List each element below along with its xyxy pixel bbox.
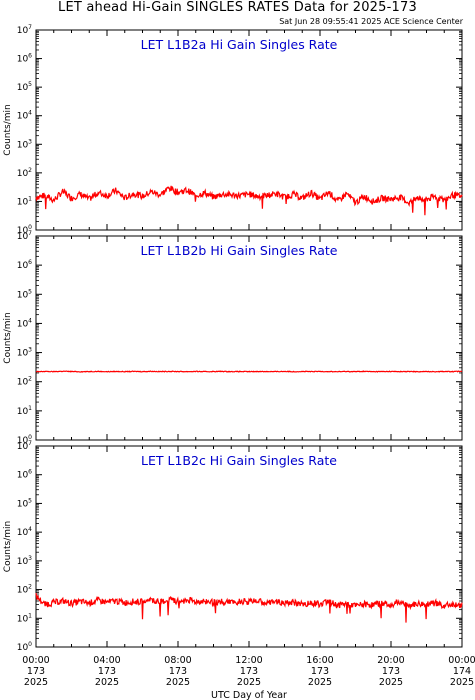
x-tick-label-day: 173	[311, 666, 329, 677]
y-tick-label: 106	[17, 53, 32, 65]
y-tick-label: 103	[17, 138, 32, 150]
generation-timestamp: Sat Jun 28 09:55:41 2025 ACE Science Cen…	[279, 17, 463, 26]
y-tick-label: 100	[17, 434, 32, 446]
y-tick-label: 102	[17, 167, 32, 179]
y-tick-label: 101	[17, 195, 32, 207]
y-tick-label: 103	[17, 347, 32, 359]
y-tick-label: 102	[17, 376, 32, 388]
plot-frame	[35, 445, 463, 648]
y-tick-label: 107	[17, 230, 32, 242]
panel-title: LET L1B2a Hi Gain Singles Rate	[141, 37, 338, 52]
y-tick-label: 104	[17, 110, 32, 122]
x-tick-label-time: 12:00	[235, 655, 262, 666]
panel-2: 100 101 102 103 104 105 106 107 Counts/min LET L1…	[3, 230, 463, 446]
x-tick-label-day: 173	[98, 666, 116, 677]
panel-title: LET L1B2c Hi Gain Singles Rate	[141, 453, 337, 468]
x-tick-label-day: 173	[27, 666, 45, 677]
y-axis-label: Counts/min	[3, 312, 13, 363]
y-tick-label: 104	[17, 526, 32, 538]
x-tick-label-year: 2025	[166, 677, 190, 688]
y-tick-label: 101	[17, 405, 32, 417]
x-tick-label-year: 2025	[450, 677, 474, 688]
x-tick-label-year: 2025	[95, 677, 119, 688]
y-axis-label: Counts/min	[3, 521, 13, 572]
plot-frame	[35, 235, 463, 441]
x-tick-label-year: 2025	[24, 677, 48, 688]
x-tick-label-day: 173	[382, 666, 400, 677]
y-tick-label: 107	[17, 440, 32, 452]
y-tick-label: 104	[17, 317, 32, 329]
y-tick-label: 105	[17, 497, 32, 509]
y-tick-label: 101	[17, 612, 32, 624]
x-tick-label-year: 2025	[237, 677, 261, 688]
y-tick-label: 107	[17, 24, 32, 36]
panel-1: 100 101 102 103 104 105 106 107 Counts/min LET L1…	[3, 24, 463, 236]
figure-title: LET ahead Hi-Gain SINGLES RATES Data for…	[58, 0, 417, 15]
data-series-line	[35, 370, 463, 373]
x-tick-label-time: 08:00	[164, 655, 191, 666]
y-tick-label: 106	[17, 469, 32, 481]
panel-3: 100 101 102 103 104 105 106 107 Counts/min LET L1…	[3, 440, 463, 653]
x-tick-label-day: 174	[453, 666, 471, 677]
y-tick-label: 100	[17, 641, 32, 653]
x-tick-label-day: 173	[169, 666, 187, 677]
y-tick-label: 105	[17, 288, 32, 300]
x-tick-label-year: 2025	[308, 677, 332, 688]
y-axis-label: Counts/min	[3, 104, 13, 155]
y-tick-label: 106	[17, 259, 32, 271]
x-tick-label-time: 04:00	[93, 655, 120, 666]
y-tick-label: 102	[17, 584, 32, 596]
x-tick-label-time: 16:00	[306, 655, 333, 666]
y-tick-label: 103	[17, 555, 32, 567]
panel-title: LET L1B2b Hi Gain Singles Rate	[141, 243, 338, 258]
x-tick-label-time: 00:00	[22, 655, 49, 666]
x-tick-label-year: 2025	[379, 677, 403, 688]
data-series-line	[35, 185, 463, 216]
x-tick-label-time: 20:00	[377, 655, 404, 666]
x-axis-label: UTC Day of Year	[211, 690, 287, 700]
x-tick-label-day: 173	[240, 666, 258, 677]
y-tick-label: 100	[17, 224, 32, 236]
y-tick-label: 105	[17, 81, 32, 93]
data-series-line	[35, 592, 463, 623]
x-tick-label-time: 00:00	[448, 655, 475, 666]
